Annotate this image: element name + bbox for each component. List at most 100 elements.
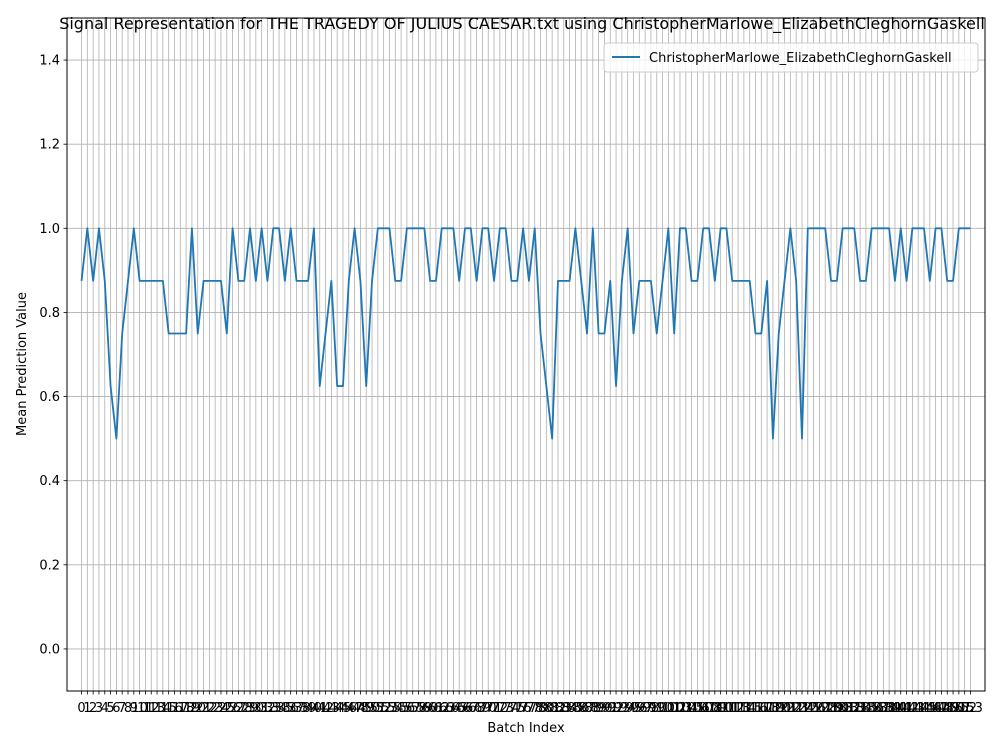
- x-tick-label: 37: [288, 701, 305, 716]
- x-tick-label: 34: [271, 701, 288, 716]
- x-tick-label: 12: [143, 701, 160, 716]
- x-tick-label: 98: [643, 701, 660, 716]
- x-tick-label: 95: [625, 701, 642, 716]
- x-tick-label: 8: [124, 701, 132, 716]
- x-tick-label: 128: [813, 701, 838, 716]
- y-tick-label: 0.6: [39, 390, 60, 405]
- x-tick-label: 38: [294, 701, 311, 716]
- x-tick-label: 96: [631, 701, 648, 716]
- x-tick-label: 114: [731, 701, 756, 716]
- x-tick-label: 20: [189, 701, 206, 716]
- y-axis-label: Mean Prediction Value: [15, 292, 30, 436]
- plot-frame: [66, 17, 986, 692]
- x-tick-label: 17: [172, 701, 189, 716]
- x-tick-label: 137: [865, 701, 890, 716]
- x-tick-label: 142: [894, 701, 919, 716]
- x-tick-label: 7: [118, 701, 126, 716]
- x-tick-label: 102: [662, 701, 687, 716]
- series-line: [80, 227, 971, 440]
- x-tick-label: 28: [236, 701, 253, 716]
- y-tick-label: 1.2: [39, 138, 60, 153]
- x-tick-label: 36: [282, 701, 299, 716]
- x-tick-label: 133: [842, 701, 867, 716]
- x-tick-label: 2: [89, 701, 97, 716]
- x-tick-label: 41: [311, 701, 328, 716]
- x-tick-label: 57: [404, 701, 421, 716]
- x-tick-label: 123: [784, 701, 809, 716]
- x-tick-label: 84: [561, 701, 578, 716]
- grid-lines: [67, 18, 985, 691]
- x-tick-label: 25: [219, 701, 236, 716]
- x-tick-label: 9: [130, 701, 138, 716]
- x-tick-label: 58: [410, 701, 427, 716]
- x-tick-label: 32: [259, 701, 276, 716]
- x-tick-label: 27: [230, 701, 247, 716]
- x-tick-label: 77: [521, 701, 538, 716]
- x-axis-label: Batch Index: [487, 721, 565, 736]
- x-tick-label: 105: [679, 701, 704, 716]
- x-tick-label: 53: [381, 701, 398, 716]
- y-tick-label: 0.0: [39, 642, 60, 657]
- x-tick-label: 144: [906, 701, 931, 716]
- x-tick-label: 22: [201, 701, 218, 716]
- x-tick-label: 89: [590, 701, 607, 716]
- x-tick-label: 134: [848, 701, 873, 716]
- x-tick-label: 3: [95, 701, 103, 716]
- x-tick-label: 119: [761, 701, 786, 716]
- x-tick-label: 120: [766, 701, 791, 716]
- x-tick-label: 100: [650, 701, 675, 716]
- x-tick-label: 129: [819, 701, 844, 716]
- legend-label: ChristopherMarlowe_ElizabethCleghornGask…: [649, 51, 952, 66]
- x-tick-label: 23: [207, 701, 224, 716]
- x-tick-label: 93: [614, 701, 631, 716]
- x-tick-label: 65: [451, 701, 468, 716]
- x-tick-label: 78: [526, 701, 543, 716]
- x-tick-label: 127: [807, 701, 832, 716]
- x-tick-label: 70: [480, 701, 497, 716]
- x-tick-label: 44: [329, 701, 346, 716]
- axis-ticks: 0.00.20.40.60.81.01.21.40123456789101112…: [39, 54, 983, 716]
- x-tick-label: 1: [83, 701, 91, 716]
- x-tick-label: 45: [335, 701, 352, 716]
- x-tick-label: 73: [497, 701, 514, 716]
- x-tick-label: 0: [77, 701, 85, 716]
- x-tick-label: 79: [532, 701, 549, 716]
- x-tick-label: 46: [341, 701, 358, 716]
- x-tick-label: 63: [439, 701, 456, 716]
- x-tick-label: 18: [178, 701, 195, 716]
- x-tick-label: 90: [596, 701, 613, 716]
- x-tick-label: 29: [242, 701, 259, 716]
- x-tick-label: 82: [550, 701, 567, 716]
- x-tick-label: 86: [573, 701, 590, 716]
- x-tick-label: 14: [155, 701, 172, 716]
- x-tick-label: 143: [900, 701, 925, 716]
- x-tick-label: 52: [375, 701, 392, 716]
- y-tick-label: 0.2: [39, 558, 60, 573]
- x-tick-label: 92: [608, 701, 625, 716]
- x-tick-label: 55: [393, 701, 410, 716]
- x-tick-label: 39: [300, 701, 317, 716]
- x-tick-label: 130: [824, 701, 849, 716]
- x-tick-label: 149: [935, 701, 960, 716]
- x-tick-label: 108: [697, 701, 722, 716]
- x-tick-label: 11: [137, 701, 154, 716]
- x-tick-label: 35: [277, 701, 294, 716]
- x-tick-label: 40: [306, 701, 323, 716]
- x-tick-label: 5: [106, 701, 114, 716]
- x-tick-label: 109: [702, 701, 727, 716]
- x-tick-label: 33: [265, 701, 282, 716]
- x-tick-label: 48: [352, 701, 369, 716]
- y-tick-label: 1.0: [39, 222, 60, 237]
- x-tick-label: 16: [166, 701, 183, 716]
- x-tick-label: 140: [883, 701, 908, 716]
- x-tick-label: 126: [801, 701, 826, 716]
- x-tick-label: 54: [387, 701, 404, 716]
- x-tick-label: 136: [859, 701, 884, 716]
- x-tick-label: 64: [445, 701, 462, 716]
- x-tick-label: 121: [772, 701, 797, 716]
- x-tick-label: 117: [749, 701, 774, 716]
- chart-title: Signal Representation for THE TRAGEDY OF…: [59, 14, 985, 34]
- x-tick-label: 66: [457, 701, 474, 716]
- x-tick-label: 72: [492, 701, 509, 716]
- x-tick-label: 4: [101, 701, 109, 716]
